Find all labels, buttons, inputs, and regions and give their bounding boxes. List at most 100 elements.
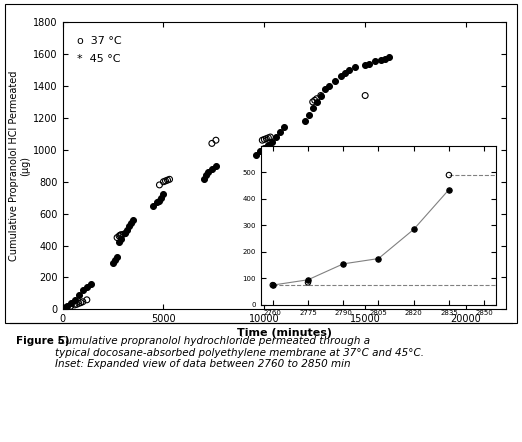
Point xyxy=(119,231,127,238)
Point xyxy=(159,191,168,198)
Point xyxy=(262,135,270,142)
Y-axis label: Cumulative Propranolol HCl Permeated
(µg): Cumulative Propranolol HCl Permeated (µg… xyxy=(9,71,30,261)
Point xyxy=(311,97,319,104)
Point xyxy=(268,282,277,289)
Point xyxy=(264,141,272,149)
Point xyxy=(109,259,117,267)
Point xyxy=(115,239,123,246)
Point xyxy=(129,217,137,224)
Point xyxy=(258,137,266,144)
Point xyxy=(212,137,220,144)
Point xyxy=(341,70,349,77)
Point xyxy=(361,92,370,99)
Point xyxy=(280,124,289,131)
Point xyxy=(113,253,121,260)
Point xyxy=(301,118,309,125)
Point xyxy=(304,111,313,118)
Point xyxy=(165,176,174,183)
Point xyxy=(317,92,325,99)
Point xyxy=(82,296,91,303)
Point xyxy=(60,305,68,312)
Point xyxy=(111,256,119,263)
Point xyxy=(155,181,163,188)
Point xyxy=(159,178,168,185)
Point xyxy=(155,197,163,204)
Point xyxy=(272,133,281,141)
Point xyxy=(445,186,453,193)
Point xyxy=(121,229,129,236)
Point xyxy=(163,176,172,184)
Text: *  45 °C: * 45 °C xyxy=(77,54,120,64)
Point xyxy=(351,63,359,70)
Point xyxy=(268,138,277,145)
Point xyxy=(304,276,312,283)
Point xyxy=(260,145,268,152)
Point xyxy=(161,177,170,184)
Point xyxy=(117,236,125,243)
Point xyxy=(75,292,83,299)
Point xyxy=(256,148,265,155)
Point xyxy=(208,140,216,147)
Point xyxy=(385,53,394,61)
Text: o  37 °C: o 37 °C xyxy=(77,36,122,46)
Point xyxy=(204,168,212,175)
Point xyxy=(260,136,268,143)
Point xyxy=(201,172,210,179)
Point xyxy=(212,162,220,169)
Point xyxy=(276,129,284,136)
Point xyxy=(117,231,125,238)
Point xyxy=(377,57,385,64)
Point xyxy=(66,300,75,307)
Point xyxy=(61,305,69,312)
Point xyxy=(266,133,275,141)
Point xyxy=(371,57,379,65)
Point xyxy=(125,223,133,230)
Point xyxy=(157,194,165,201)
Point xyxy=(63,304,71,311)
Point xyxy=(77,299,85,306)
Point xyxy=(127,220,135,227)
Point xyxy=(313,95,321,102)
Point xyxy=(345,66,353,73)
Point xyxy=(123,226,132,233)
Point xyxy=(82,283,91,290)
Point xyxy=(309,99,317,106)
Point xyxy=(79,298,87,305)
Point xyxy=(208,165,216,172)
Point xyxy=(325,82,333,89)
Point xyxy=(313,99,321,106)
Point xyxy=(199,175,208,182)
Text: Cumulative propranolol hydrochloride permeated through a
typical docosane-absorb: Cumulative propranolol hydrochloride per… xyxy=(55,336,424,369)
Point xyxy=(264,134,272,141)
Point xyxy=(113,234,121,241)
Point xyxy=(304,279,312,286)
Point xyxy=(75,300,83,307)
Point xyxy=(445,171,453,179)
Point xyxy=(63,303,71,310)
Point xyxy=(66,303,75,310)
Point xyxy=(121,230,129,237)
Point xyxy=(70,301,79,309)
Point xyxy=(339,260,347,267)
Point xyxy=(381,55,389,62)
Point xyxy=(73,301,81,308)
Point xyxy=(149,202,158,209)
Point xyxy=(361,62,370,69)
Point xyxy=(70,296,79,303)
Point xyxy=(116,232,124,239)
Point xyxy=(365,60,373,67)
Point xyxy=(87,280,95,287)
Point xyxy=(321,86,329,93)
Point xyxy=(309,105,317,112)
Point xyxy=(268,282,277,289)
Point xyxy=(374,255,383,262)
Point xyxy=(79,287,87,294)
X-axis label: Time (minutes): Time (minutes) xyxy=(237,328,332,339)
Point xyxy=(317,92,325,99)
Point xyxy=(153,199,162,206)
Point xyxy=(337,73,345,80)
Point xyxy=(60,305,68,312)
Point xyxy=(61,304,69,311)
Point xyxy=(331,78,339,85)
Point xyxy=(409,226,418,233)
